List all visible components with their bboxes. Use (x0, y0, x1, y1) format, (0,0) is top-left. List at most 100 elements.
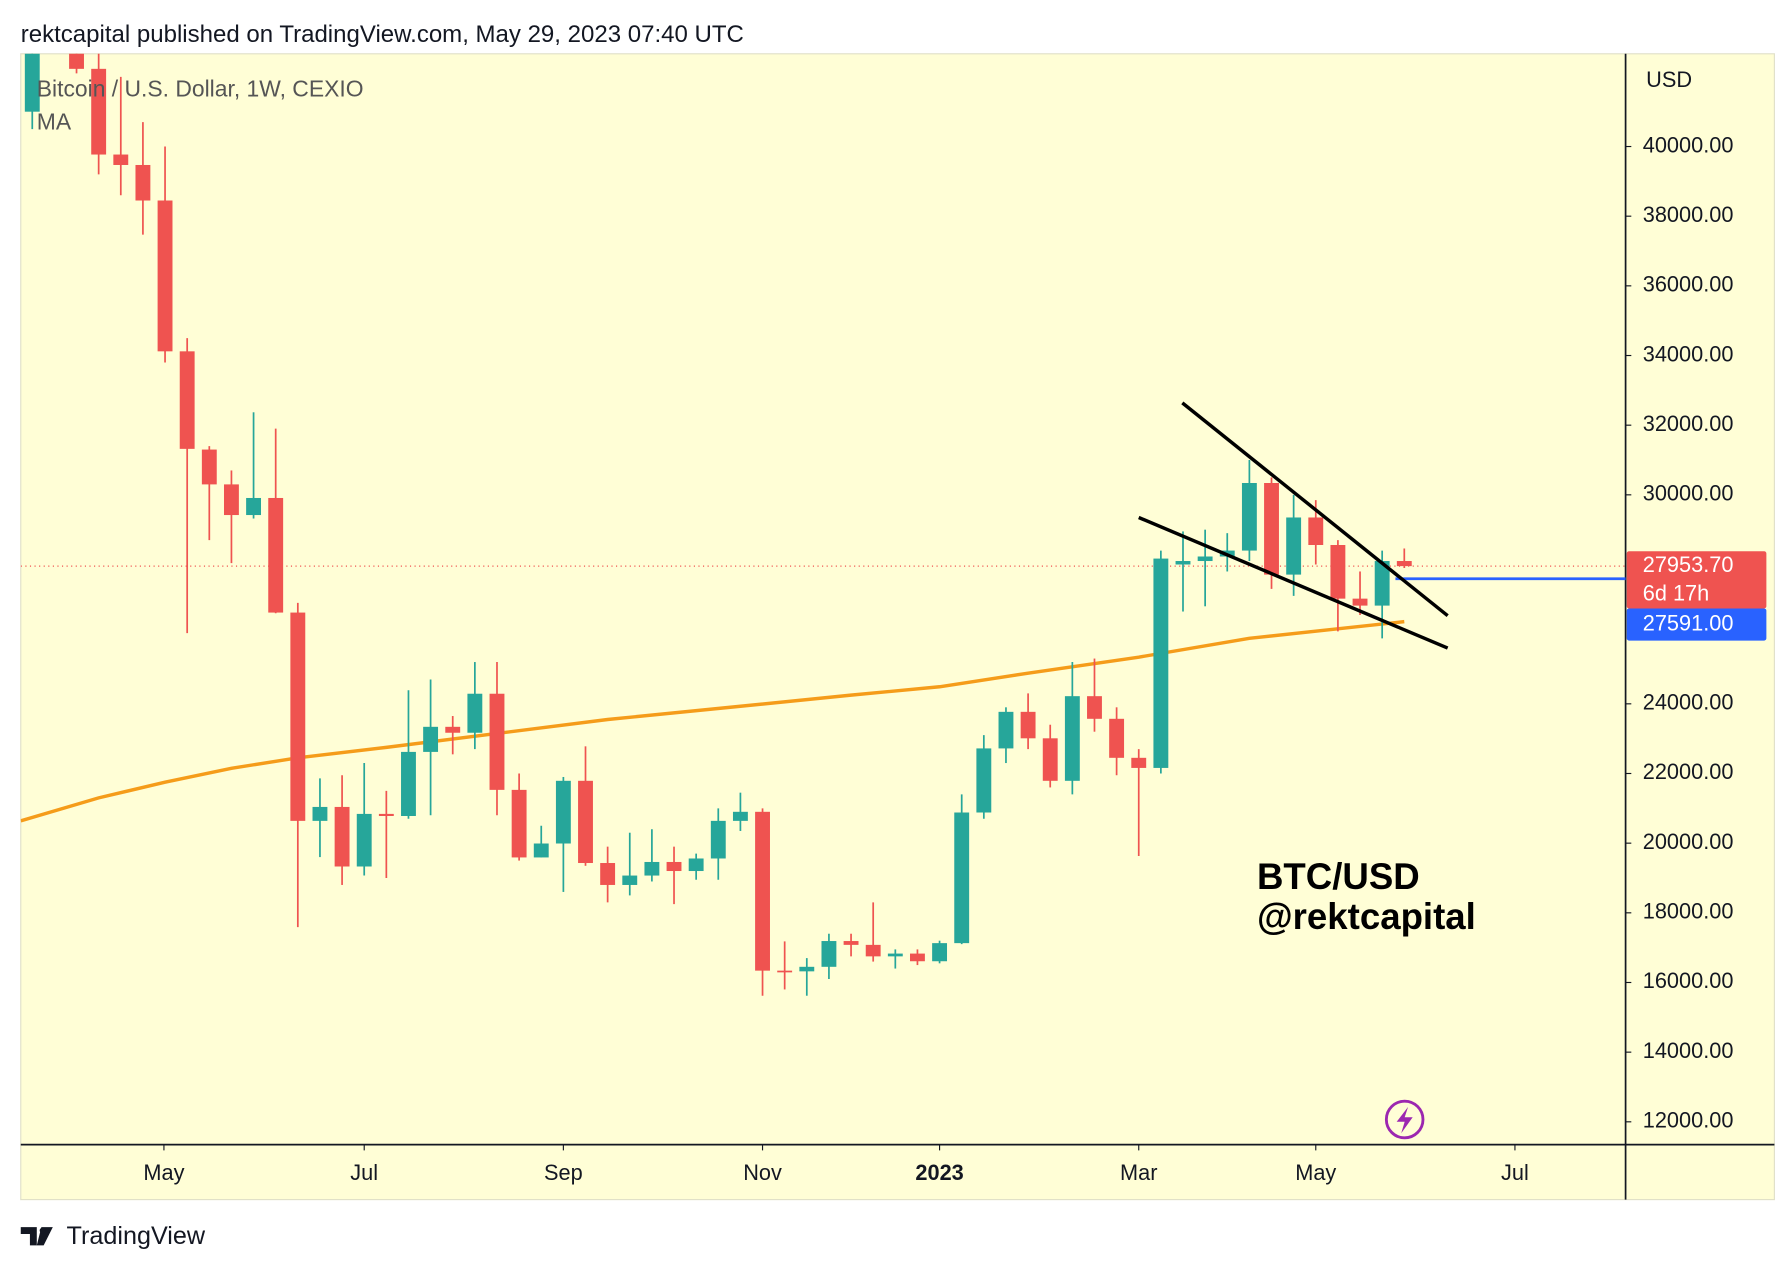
y-tick-label: 14000.00 (1643, 1038, 1734, 1063)
footer: TradingView (67, 1222, 206, 1250)
candle-body (223, 484, 239, 516)
candle-body (688, 858, 704, 872)
candle-body (932, 943, 948, 962)
candle-body (1330, 544, 1346, 599)
candle-body (644, 861, 660, 876)
y-tick-label: 32000.00 (1643, 411, 1734, 436)
trendline (1138, 515, 1449, 650)
candle-body (777, 970, 793, 973)
candle-body (445, 726, 461, 733)
candle-body (113, 154, 129, 165)
y-tick-label: 12000.00 (1643, 1108, 1734, 1133)
candle-body (1042, 738, 1058, 781)
candle-body (378, 813, 394, 816)
candle-body (312, 806, 328, 821)
annotation: BTC/USD (1257, 856, 1420, 897)
candle-body (1374, 561, 1390, 606)
y-tick-label: 38000.00 (1643, 202, 1734, 227)
x-tick-label: Jul (1501, 1160, 1529, 1185)
last-price-badge (1626, 551, 1767, 609)
candle-body (1396, 561, 1412, 567)
candle-body (1064, 696, 1080, 781)
last-price-label: 27953.70 (1643, 552, 1734, 577)
candle-body (91, 68, 107, 155)
y-tick-label: 40000.00 (1643, 132, 1734, 157)
candle-body (1264, 482, 1279, 575)
chart-background (20, 53, 1775, 1201)
candle-body (954, 812, 970, 944)
candle-body (179, 351, 195, 449)
candle-body (976, 748, 992, 813)
candle-body (1109, 718, 1125, 758)
overlay: 12000.00 14000.00 16000.00 18000.00 20000.00… (143, 132, 1767, 1185)
tradingview-logo (20, 1227, 53, 1246)
candle-body (1020, 711, 1036, 739)
candle-body (600, 863, 616, 885)
x-tick-label: Mar (1120, 1160, 1157, 1185)
candle-body (910, 953, 925, 962)
y-tick-label: 18000.00 (1643, 899, 1734, 924)
candle-body (511, 789, 527, 858)
y-tick-label: 16000.00 (1643, 968, 1734, 993)
candle-body (799, 966, 815, 972)
y-tick-label: 20000.00 (1643, 829, 1734, 854)
candle-body (201, 449, 217, 485)
legend-symbol: Bitcoin / U.S. Dollar, 1W, CEXIO (37, 75, 364, 101)
y-tick-label: 30000.00 (1643, 481, 1734, 506)
candle-body (356, 813, 372, 867)
level-badge (1626, 608, 1767, 641)
candle-body (533, 843, 549, 858)
candle-body (290, 612, 306, 821)
currency-label: USD (1646, 67, 1692, 92)
candle-body (246, 497, 262, 516)
candle-body (1352, 598, 1368, 606)
candle-body (135, 164, 151, 201)
x-tick-label: May (1295, 1160, 1336, 1185)
candle-body (334, 806, 350, 867)
candle-body (489, 693, 505, 790)
annotation: @rektcapital (1257, 896, 1476, 937)
candle-body (710, 820, 726, 859)
legend-ma: MA (37, 109, 72, 135)
lightning-icon[interactable] (1384, 1099, 1425, 1140)
y-tick-label: 24000.00 (1643, 690, 1734, 715)
y-tick-label: 36000.00 (1643, 272, 1734, 297)
candle-body (622, 875, 638, 885)
candle-body (998, 711, 1014, 749)
candle-body (555, 780, 571, 844)
candle-body (467, 693, 483, 733)
x-tick-label: Sep (544, 1160, 583, 1185)
candle-body (423, 726, 439, 752)
candle-body (887, 953, 903, 957)
candle-body (666, 861, 682, 872)
plot-area (20, 53, 1626, 996)
ma-line (20, 619, 1405, 823)
candle-body (1286, 517, 1302, 575)
x-tick-label: 2023 (915, 1160, 963, 1185)
x-tick-label: May (143, 1160, 184, 1185)
candle-body (1241, 482, 1257, 551)
candle-body (268, 497, 284, 613)
candle-body (732, 811, 748, 821)
candle-body (865, 944, 881, 957)
header: rektcapital published on TradingView.com… (21, 21, 744, 48)
level-label: 27591.00 (1643, 610, 1734, 635)
x-tick-label: Nov (743, 1160, 782, 1185)
candle-body (843, 941, 859, 945)
candle-body (401, 751, 416, 816)
y-tick-label: 22000.00 (1643, 759, 1734, 784)
candle-body (1175, 561, 1191, 565)
candle-body (1197, 556, 1213, 562)
candle-body (24, 53, 40, 112)
candle-body (1131, 757, 1147, 768)
x-tick-label: Jul (350, 1160, 378, 1185)
candle-body (69, 53, 84, 69)
candle-body (1153, 558, 1169, 768)
trendline (1181, 401, 1449, 618)
candle-body (1087, 696, 1102, 719)
countdown-label: 6d 17h (1643, 580, 1709, 605)
candle-body (157, 200, 173, 352)
candle-body (1308, 517, 1324, 545)
y-tick-label: 34000.00 (1643, 341, 1734, 366)
